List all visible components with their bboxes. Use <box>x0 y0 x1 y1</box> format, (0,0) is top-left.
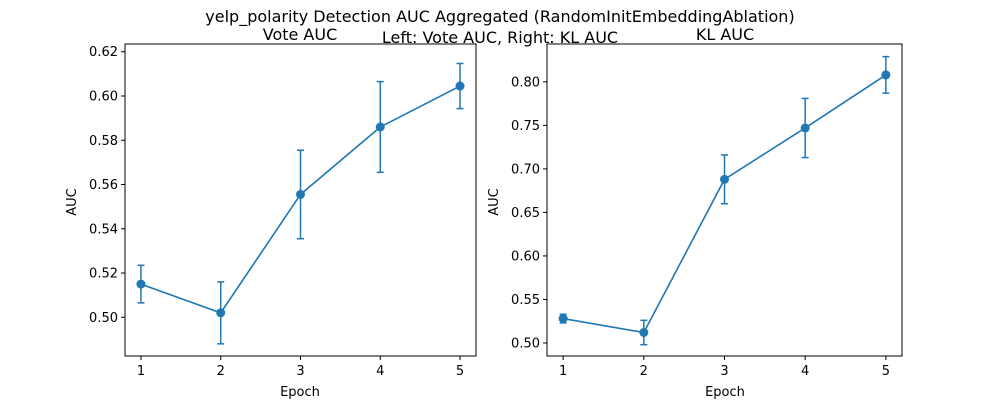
suptitle-line-1: yelp_polarity Detection AUC Aggregated (… <box>205 7 794 27</box>
kl-auc-xlabel: Epoch <box>705 385 745 400</box>
kl-auc-panel: KL AUC Epoch AUC 1 2 3 4 5 0.50 0.55 0.60 0.65 0.… <box>487 25 903 400</box>
vote-auc-panel: Vote AUC Epoch AUC 1 2 3 4 5 0.50 0.52 0.54 0.56… <box>65 25 477 400</box>
kl-auc-data-point <box>720 174 729 184</box>
vote-auc-y-tick-label: 0.62 <box>89 45 118 60</box>
vote-auc-y-tick-label: 0.60 <box>89 90 118 105</box>
vote-auc-data-point <box>136 279 146 289</box>
kl-auc-y-tick-label: 0.80 <box>511 75 540 90</box>
kl-auc-x-tick-label: 4 <box>801 364 809 379</box>
kl-auc-x-tick-label: 5 <box>882 364 890 379</box>
kl-auc-x-tick-label: 2 <box>640 364 648 379</box>
kl-auc-y-tick-label: 0.65 <box>511 206 540 221</box>
vote-auc-data-point <box>216 308 226 318</box>
vote-auc-data-point <box>455 81 465 91</box>
vote-auc-title: Vote AUC <box>263 25 338 44</box>
kl-auc-ylabel: AUC <box>487 188 502 216</box>
kl-auc-data-point <box>558 314 568 324</box>
vote-auc-y-tick-label: 0.52 <box>89 267 118 282</box>
kl-auc-x-tick-label: 3 <box>720 364 728 379</box>
kl-auc-y-tick-label: 0.70 <box>511 162 540 177</box>
suptitle-line-2: Left: Vote AUC, Right: KL AUC <box>382 28 618 47</box>
kl-auc-data-point <box>800 123 810 133</box>
vote-auc-y-tick-label: 0.50 <box>89 311 118 326</box>
vote-auc-ylabel: AUC <box>65 188 80 216</box>
vote-auc-x-tick-label: 5 <box>456 364 464 379</box>
vote-auc-xlabel: Epoch <box>280 385 320 400</box>
kl-auc-y-tick-label: 0.50 <box>511 336 540 351</box>
kl-auc-data-point <box>881 70 891 80</box>
vote-auc-y-tick-label: 0.58 <box>89 134 118 149</box>
vote-auc-data-point <box>375 122 385 132</box>
vote-auc-x-tick-label: 2 <box>217 364 225 379</box>
vote-auc-x-tick-label: 3 <box>296 364 304 379</box>
kl-auc-x-tick-label: 1 <box>559 364 567 379</box>
vote-auc-y-tick-label: 0.54 <box>89 222 118 237</box>
vote-auc-data-point <box>296 189 305 199</box>
vote-auc-y-tick-label: 0.56 <box>89 178 118 193</box>
kl-auc-data-point <box>639 328 649 338</box>
vote-auc-x-tick-label: 4 <box>376 364 384 379</box>
kl-auc-title: KL AUC <box>696 25 754 44</box>
vote-auc-x-tick-label: 1 <box>137 364 145 379</box>
kl-auc-y-tick-label: 0.75 <box>511 119 540 134</box>
kl-auc-y-tick-label: 0.60 <box>511 249 540 264</box>
kl-auc-y-tick-label: 0.55 <box>511 293 540 308</box>
